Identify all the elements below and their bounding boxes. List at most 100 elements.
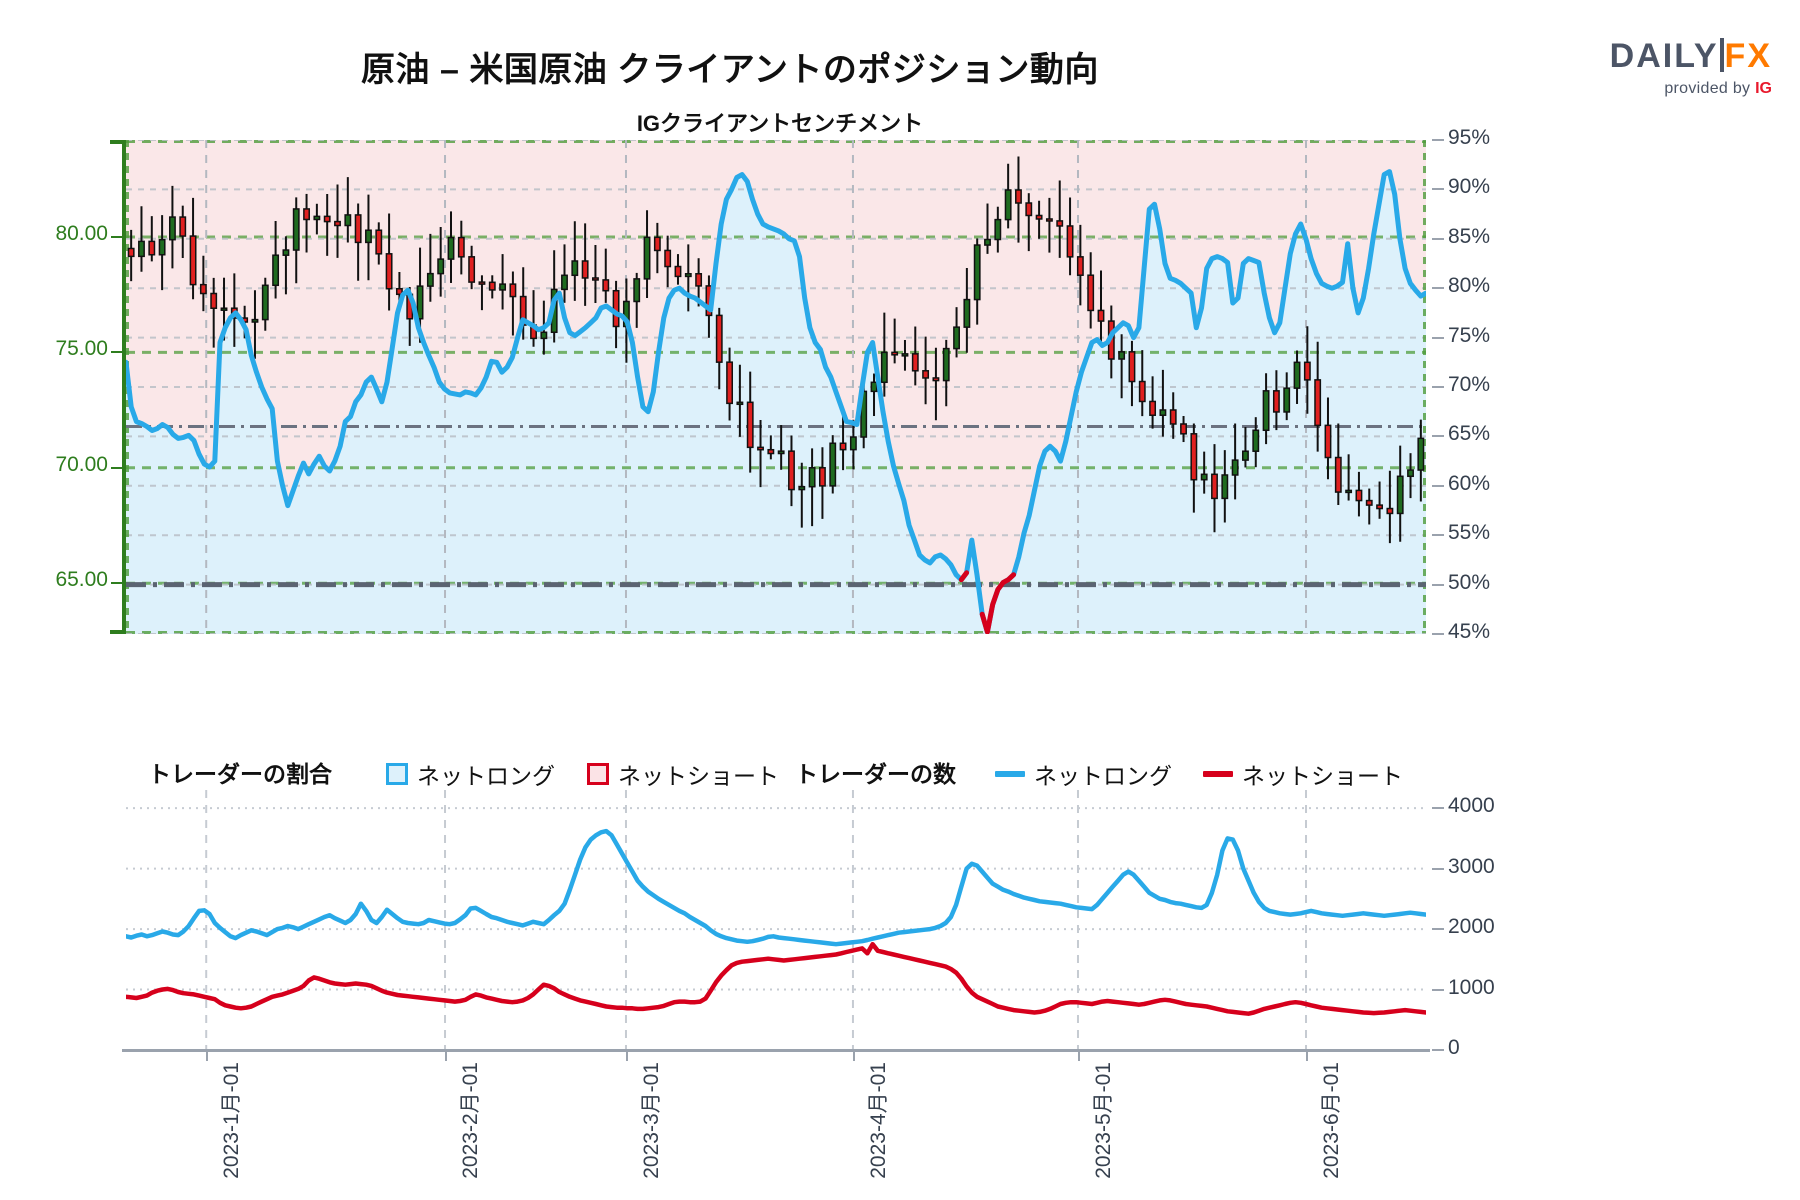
price-tick-label: 65.00 (55, 568, 108, 592)
trader-count-plot-area (126, 790, 1426, 1050)
candle-body (1376, 504, 1384, 510)
candle-body (488, 281, 496, 291)
candle-body (1262, 390, 1270, 432)
candle-body (1386, 507, 1394, 515)
date-tick-label: 2023-6月-01 (1320, 1062, 1343, 1179)
candle-body (571, 260, 579, 277)
price-tick-label: 70.00 (55, 452, 108, 476)
legend-percent-net-long[interactable]: ネットロング (386, 757, 555, 791)
percent-tick-label: 55% (1448, 521, 1491, 545)
candle-body (1221, 474, 1229, 500)
count-tick-label: 1000 (1448, 975, 1495, 999)
candle-body (189, 235, 197, 286)
candle-body (1004, 189, 1012, 221)
candle-body (942, 347, 950, 382)
candle-body (138, 240, 145, 258)
candle-body (1025, 202, 1033, 217)
percent-tick-mark (1432, 484, 1444, 487)
price-axis-cap-bottom (110, 630, 126, 634)
candle-body (870, 381, 878, 393)
count-tick-mark (1432, 867, 1444, 870)
candle-body (251, 318, 259, 323)
candle-body (808, 467, 816, 488)
chart-subtitle: IGクライアントセンチメント (636, 111, 924, 136)
candle-body (911, 353, 919, 372)
candle-body (385, 253, 393, 290)
logo-provided-by: provided by IG (1610, 80, 1772, 98)
date-tick-mark (1306, 1049, 1308, 1061)
price-tick-mark (111, 235, 125, 238)
candle-body (292, 208, 300, 251)
candle-body (354, 214, 362, 244)
count-tick-mark (1432, 988, 1444, 991)
candle-body (344, 214, 352, 227)
count-net-short-line (126, 941, 1426, 1016)
trader-count-svg (126, 790, 1426, 1050)
legend-percent-net-short[interactable]: ネットショート (587, 757, 779, 791)
legend-count-net-short[interactable]: ネットショート (1203, 757, 1403, 791)
candle-body (457, 236, 465, 258)
candle-body (1407, 469, 1414, 478)
date-tick-label: 2023-3月-01 (639, 1062, 663, 1179)
percent-tick-mark (1432, 386, 1444, 388)
percent-tick-label: 60% (1448, 471, 1491, 495)
candle-body (932, 377, 940, 382)
candle-body (653, 236, 661, 252)
price-tick-label: 75.00 (55, 337, 108, 361)
candle-body (1211, 473, 1218, 500)
date-tick-label: 2023-1月-01 (220, 1062, 244, 1179)
candle-body (1097, 309, 1105, 322)
candle-body (447, 236, 455, 260)
candle-body (499, 283, 507, 291)
candle-body (1396, 475, 1404, 515)
candle-body (674, 265, 682, 278)
percent-tick-label: 65% (1448, 422, 1491, 446)
percent-tick-mark (1432, 534, 1444, 537)
candle-body (158, 238, 166, 256)
candle-body (757, 446, 764, 451)
price-tick-mark (111, 466, 125, 469)
candle-body (994, 218, 1002, 241)
candle-body (1118, 351, 1126, 360)
candle-body (540, 331, 548, 340)
date-tick-mark (206, 1049, 209, 1061)
candle-body (1045, 218, 1053, 222)
candle-body (313, 215, 321, 221)
net-short-line-icon (1203, 771, 1233, 777)
legend-percent-title: トレーダーの割合 (148, 761, 332, 787)
date-tick-label: 2023-2月-01 (459, 1062, 483, 1179)
candle-body (323, 215, 331, 223)
candle-body (777, 450, 785, 455)
candle-body (1314, 379, 1322, 427)
candle-body (788, 450, 795, 491)
candle-body (282, 249, 290, 256)
logo-divider-bar (1719, 38, 1724, 72)
candle-body (1138, 380, 1146, 403)
count-tick-label: 0 (1448, 1036, 1460, 1059)
sentiment-plot-area (126, 140, 1426, 634)
price-tick-mark (111, 351, 125, 354)
net-long-line (126, 169, 1426, 634)
price-tick-mark (111, 582, 125, 585)
candle-body (1283, 387, 1291, 413)
candle-body (1076, 256, 1084, 276)
logo-daily-text: DAILY (1609, 37, 1719, 75)
candle-body (1200, 473, 1208, 481)
candle-body (1149, 400, 1157, 416)
candle-body (1303, 361, 1311, 381)
candle-body (1334, 456, 1342, 493)
candle-body (922, 370, 930, 379)
candle-body (581, 260, 589, 279)
candle-body (726, 361, 734, 405)
candle-body (509, 283, 517, 298)
candle-body (334, 220, 341, 227)
net-long-line-icon (995, 771, 1025, 777)
legend-count-net-long[interactable]: ネットロング (995, 757, 1172, 791)
net-short-swatch-icon (587, 763, 609, 785)
candle-body (1293, 361, 1301, 389)
candle-body (561, 274, 568, 291)
candle-body (1231, 459, 1239, 476)
candle-body (127, 247, 135, 258)
count-tick-label: 2000 (1448, 915, 1495, 939)
candle-body (1252, 429, 1260, 452)
